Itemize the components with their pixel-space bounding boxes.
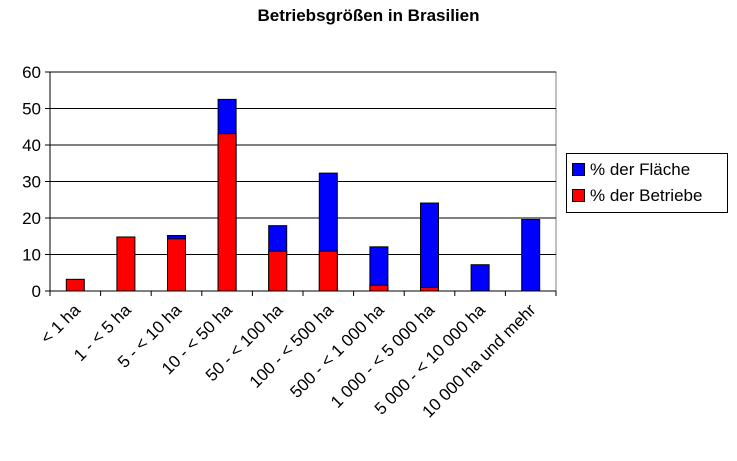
y-tick-label-3: 30 (22, 173, 41, 192)
bar-betriebe-0 (65, 278, 85, 292)
chart-title: Betriebsgrößen in Brasilien (257, 6, 480, 25)
bar-betriebe-1 (116, 236, 136, 292)
legend: % der Fläche % der Betriebe (566, 153, 728, 213)
legend-swatch-flaeche (572, 163, 585, 176)
y-tick-label-6: 60 (22, 63, 41, 82)
bar-betriebe-3 (217, 133, 237, 292)
x-tick-label-0: < 1 ha (37, 300, 85, 348)
bar-flaeche-8 (470, 264, 490, 292)
y-tick-label-5: 50 (22, 100, 41, 119)
legend-swatch-betriebe (572, 189, 585, 202)
bar-betriebe-2 (167, 238, 186, 292)
y-tick-label-0: 0 (32, 282, 41, 301)
legend-label-flaeche: % der Fläche (590, 160, 691, 179)
y-tick-label-2: 20 (22, 209, 41, 228)
y-tick-labels: 0 10 20 30 40 50 60 (22, 63, 41, 301)
x-tick-label-6: 500 - < 1 000 ha (286, 300, 388, 402)
bar-betriebe-4 (268, 250, 288, 292)
bar-flaeche-7 (420, 202, 439, 292)
bar-flaeche-9 (521, 218, 541, 292)
bar-betriebe-6 (369, 284, 389, 292)
bar-betriebe-7 (420, 286, 439, 292)
legend-item-flaeche: % der Fläche (572, 160, 690, 180)
y-tick-label-1: 10 (22, 246, 41, 265)
bars (65, 98, 541, 292)
axes (45, 71, 557, 296)
bar-betriebe-5 (318, 250, 338, 292)
y-tick-label-4: 40 (22, 136, 41, 155)
legend-item-betriebe: % der Betriebe (572, 186, 702, 206)
legend-label-betriebe: % der Betriebe (590, 186, 703, 205)
bar-flaeche-6 (369, 246, 389, 292)
